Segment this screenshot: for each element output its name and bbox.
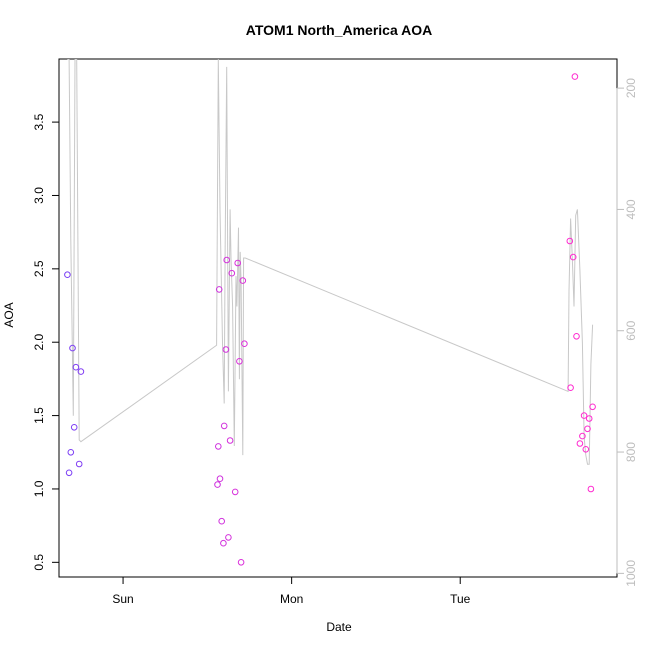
- y-tick-label: 2.5: [32, 260, 46, 277]
- data-point: [236, 358, 243, 365]
- y2-tick-label: 1000: [624, 560, 638, 587]
- y-tick-label: 3.0: [32, 187, 46, 204]
- data-point: [65, 469, 73, 477]
- y-tick-label: 1.0: [32, 480, 46, 497]
- data-point: [64, 271, 71, 279]
- data-point: [215, 286, 223, 293]
- data-point: [567, 384, 574, 392]
- data-point: [239, 277, 247, 284]
- data-point: [218, 517, 225, 525]
- data-point: [587, 485, 595, 493]
- data-point: [216, 475, 224, 483]
- data-point: [77, 368, 85, 375]
- y2-tick-label: 600: [624, 320, 638, 340]
- data-point: [589, 403, 596, 411]
- y2-axis: 200 400 600 800 1000: [616, 78, 638, 587]
- x-axis-label: Date: [326, 620, 352, 634]
- plot-area-border: [58, 58, 618, 578]
- y-axis-label: AOA: [2, 302, 16, 327]
- data-point: [580, 412, 588, 419]
- y2-tick-label: 800: [624, 442, 638, 462]
- data-point: [72, 363, 80, 371]
- y-tick-label: 1.5: [32, 407, 46, 424]
- data-point: [228, 269, 236, 277]
- data-point: [214, 481, 221, 488]
- pressure-series-line: [67, 59, 594, 465]
- data-point: [234, 259, 241, 267]
- x-tick-label: Sun: [112, 592, 133, 606]
- data-point: [220, 539, 227, 547]
- data-point: [569, 253, 577, 261]
- data-point: [222, 346, 230, 353]
- data-point: [579, 432, 586, 440]
- data-point: [75, 460, 83, 468]
- data-point: [231, 488, 239, 496]
- data-point: [220, 422, 228, 430]
- data-point: [69, 344, 76, 352]
- data-point: [67, 449, 75, 456]
- data-point: [215, 443, 222, 450]
- y-tick-label: 2.0: [32, 334, 46, 351]
- y2-tick-label: 200: [624, 78, 638, 98]
- data-point: [573, 333, 580, 340]
- points-layer: [64, 73, 596, 566]
- y2-tick-label: 400: [624, 199, 638, 219]
- data-point: [70, 424, 78, 431]
- pressure-line-layer: [67, 59, 594, 465]
- chart-title: ATOM1 North_America AOA: [246, 22, 432, 38]
- x-axis: Sun Mon Tue: [112, 576, 471, 606]
- data-point: [226, 437, 234, 444]
- data-point: [584, 425, 591, 433]
- data-point: [225, 534, 232, 541]
- data-point: [566, 237, 574, 245]
- y-axis: 0.5 1.0 1.5 2.0 2.5 3.0 3.5: [32, 113, 60, 571]
- plot-frame: [58, 58, 618, 578]
- data-point: [571, 73, 579, 80]
- data-point: [241, 340, 248, 348]
- data-point: [585, 415, 593, 422]
- data-point: [582, 446, 590, 453]
- data-point: [576, 440, 584, 447]
- data-point: [223, 256, 230, 264]
- x-tick-label: Mon: [280, 592, 303, 606]
- y-tick-label: 0.5: [32, 554, 46, 571]
- x-tick-label: Tue: [450, 592, 471, 606]
- y-tick-label: 3.5: [32, 113, 46, 130]
- data-point: [237, 559, 245, 566]
